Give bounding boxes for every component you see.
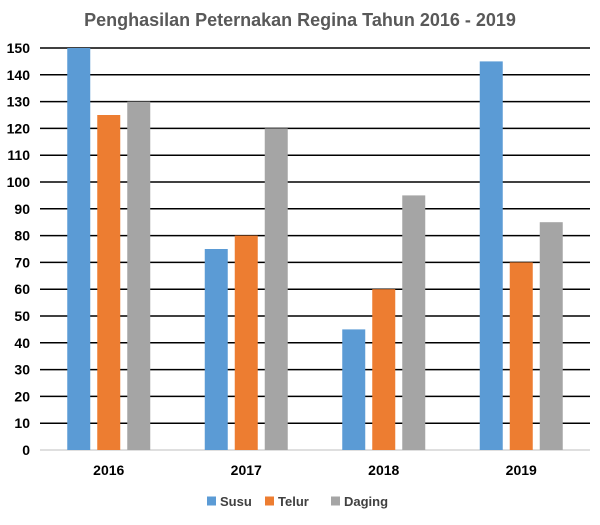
x-tick-label: 2017	[231, 462, 262, 478]
bar-susu-2016	[67, 48, 91, 450]
bar-susu-2017	[204, 249, 228, 450]
legend-swatch-susu	[207, 496, 216, 506]
y-tick-label: 140	[7, 67, 31, 83]
bars	[67, 48, 563, 451]
legend: Susu Telur Daging	[207, 494, 388, 509]
y-tick-label: 10	[14, 415, 30, 431]
y-tick-label: 150	[7, 40, 31, 56]
x-tick-label: 2018	[368, 462, 399, 478]
y-tick-label: 90	[14, 201, 30, 217]
bar-daging-2016	[127, 101, 151, 450]
y-tick-label: 50	[14, 308, 30, 324]
gridlines	[40, 47, 590, 451]
x-tick-label: 2016	[93, 462, 124, 478]
x-axis-ticks: 2016 2017 2018 2019	[93, 462, 537, 478]
legend-swatch-daging	[331, 496, 340, 506]
y-tick-label: 20	[14, 388, 30, 404]
bar-telur-2018	[372, 289, 396, 450]
x-tick-label: 2019	[506, 462, 537, 478]
legend-label-daging: Daging	[344, 494, 388, 509]
y-tick-label: 110	[7, 147, 30, 163]
y-axis-ticks: 0 10 20 30 40 50 60 70 80 90 100 110 120 130 140 150	[7, 40, 31, 458]
y-tick-label: 120	[7, 120, 31, 136]
y-tick-label: 60	[14, 281, 30, 297]
y-tick-label: 30	[14, 362, 30, 378]
bar-telur-2019	[509, 262, 533, 450]
legend-swatch-telur	[265, 496, 274, 506]
y-tick-label: 80	[14, 228, 30, 244]
bar-telur-2017	[234, 235, 258, 450]
legend-label-telur: Telur	[278, 494, 309, 509]
y-tick-label: 100	[7, 174, 31, 190]
y-tick-label: 130	[7, 94, 31, 110]
y-tick-label: 70	[14, 254, 30, 270]
y-tick-label: 0	[22, 442, 30, 458]
y-tick-label: 40	[14, 335, 30, 351]
bar-susu-2018	[342, 329, 366, 450]
bar-susu-2019	[479, 61, 503, 451]
legend-label-susu: Susu	[220, 494, 252, 509]
bar-daging-2017	[264, 128, 288, 450]
chart-title: Penghasilan Peternakan Regina Tahun 2016…	[84, 10, 516, 30]
bar-daging-2019	[539, 222, 563, 450]
bar-daging-2018	[402, 195, 426, 450]
bar-telur-2016	[97, 115, 121, 450]
